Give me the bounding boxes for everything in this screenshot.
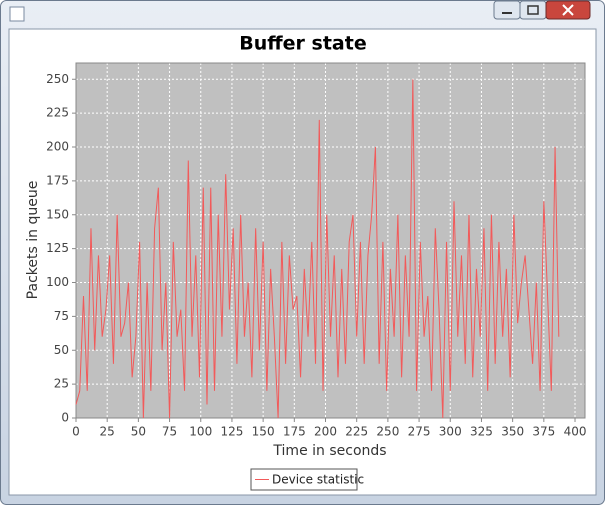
x-tick-label: 300 — [439, 425, 462, 439]
y-tick-label: 200 — [46, 140, 69, 154]
maximize-button[interactable] — [519, 0, 547, 20]
y-tick-label: 25 — [54, 377, 69, 391]
x-tick-label: 150 — [252, 425, 275, 439]
x-tick-label: 125 — [220, 425, 243, 439]
x-tick-label: 100 — [189, 425, 212, 439]
legend-label: Device statistic — [272, 473, 364, 487]
x-tick-label: 250 — [376, 425, 399, 439]
legend — [250, 468, 358, 491]
x-tick-label: 350 — [501, 425, 524, 439]
window-buttons[interactable] — [493, 0, 591, 20]
x-tick-label: 325 — [470, 425, 493, 439]
y-tick-label: 175 — [46, 173, 69, 187]
x-tick-label: 0 — [72, 425, 80, 439]
plot-background — [76, 63, 585, 418]
x-tick-label: 75 — [162, 425, 177, 439]
y-tick-label: 150 — [46, 207, 69, 221]
chart-title: Buffer state — [239, 33, 366, 55]
minimize-button[interactable] — [493, 0, 521, 20]
y-tick-label: 100 — [46, 275, 69, 289]
y-axis-label: Packets in queue — [25, 181, 41, 300]
y-tick-label: 50 — [54, 343, 69, 357]
x-tick-label: 25 — [100, 425, 115, 439]
plot-border — [75, 62, 586, 419]
x-tick-label: 200 — [314, 425, 337, 439]
x-tick-label: 375 — [532, 425, 555, 439]
y-tick-label: 125 — [46, 241, 69, 255]
x-tick-label: 400 — [564, 425, 587, 439]
x-tick-label: 175 — [283, 425, 306, 439]
y-tick-label: 250 — [46, 72, 69, 86]
app-icon — [9, 6, 25, 22]
y-tick-label: 225 — [46, 106, 69, 120]
x-tick-label: 50 — [131, 425, 146, 439]
x-tick-label: 225 — [345, 425, 368, 439]
x-tick-label: 275 — [408, 425, 431, 439]
y-tick-label: 0 — [61, 411, 69, 425]
y-tick-label: 75 — [54, 309, 69, 323]
x-axis-label: Time in seconds — [272, 443, 386, 459]
data-line — [75, 79, 560, 419]
